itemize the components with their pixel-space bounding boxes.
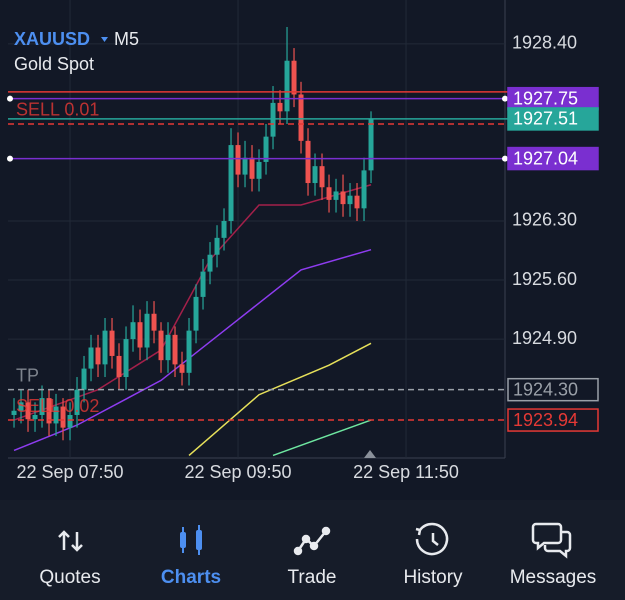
candle-body	[249, 157, 255, 179]
y-tick-label: 1926.30	[512, 210, 577, 230]
candle-body	[347, 195, 353, 205]
nav-label[interactable]: Charts	[161, 567, 221, 588]
price-tag-label: 1924.30	[513, 379, 578, 399]
nav-label[interactable]: Trade	[288, 567, 337, 588]
candle-body	[95, 347, 101, 365]
candle-body	[123, 339, 129, 378]
y-tick-label: 1924.90	[512, 328, 577, 348]
candle-body	[165, 334, 171, 361]
y-tick-label: 1928.40	[512, 33, 577, 53]
price-tag-label: 1927.51	[513, 109, 578, 129]
x-tick-label: 22 Sep 11:50	[353, 462, 459, 482]
candle-body	[368, 118, 374, 171]
level-handle[interactable]	[502, 95, 508, 102]
moving-average	[188, 342, 372, 457]
candle-body	[228, 145, 234, 221]
order-label: SELL 0.02	[16, 396, 99, 416]
candle-body	[137, 322, 143, 348]
price-tag	[507, 408, 599, 432]
price-tag-label: 1927.04	[513, 148, 578, 168]
candle-body	[242, 157, 248, 175]
candle-body	[312, 166, 318, 184]
nav-label[interactable]: History	[403, 567, 463, 588]
candle-body	[151, 313, 157, 331]
order-label: TP	[16, 365, 39, 385]
symbol[interactable]: XAUUSD	[14, 29, 90, 49]
candle-body	[25, 402, 31, 420]
candle-body	[326, 187, 332, 200]
candle-body	[277, 102, 283, 112]
candle-body	[60, 406, 66, 428]
quotes-icon[interactable]	[58, 530, 83, 552]
history-icon[interactable]	[415, 522, 449, 556]
candle-body	[333, 191, 339, 200]
description: Gold Spot	[14, 54, 94, 74]
candle-body	[354, 195, 360, 209]
dropdown-icon[interactable]	[101, 37, 108, 42]
candle-body	[263, 136, 269, 162]
candle-body	[144, 313, 150, 348]
candle-body	[74, 389, 80, 415]
candle-body	[361, 170, 367, 209]
candle-body	[88, 347, 94, 369]
candle-body	[102, 330, 108, 365]
nav-bg	[0, 500, 625, 600]
timeframe[interactable]: M5	[114, 29, 139, 49]
messages-icon[interactable]	[531, 522, 572, 559]
candle-body	[116, 355, 122, 378]
level-handle[interactable]	[7, 95, 13, 102]
candle-body	[319, 166, 325, 188]
level-handle[interactable]	[7, 155, 13, 162]
candle-body	[11, 410, 17, 415]
candle-body	[256, 161, 262, 179]
level-handle[interactable]	[502, 155, 508, 162]
candle-body	[305, 140, 311, 184]
candle-body	[81, 368, 87, 390]
candle-body	[193, 296, 199, 331]
candle-body	[207, 254, 213, 272]
candle-body	[200, 271, 206, 297]
price-tag-label: 1927.75	[513, 88, 578, 108]
price-tag	[507, 107, 599, 131]
nav-label[interactable]: Messages	[510, 567, 597, 588]
candle-body	[179, 364, 185, 373]
order-label: SELL 0.01	[16, 100, 99, 120]
x-tick-label: 22 Sep 07:50	[16, 462, 123, 482]
moving-average	[272, 419, 372, 457]
candle-body	[109, 330, 115, 356]
candle-body	[18, 402, 24, 411]
candle-body	[46, 398, 52, 424]
candle-body	[221, 220, 227, 238]
x-tick-label: 22 Sep 09:50	[184, 462, 291, 482]
candle-body	[39, 398, 45, 415]
candle-body	[235, 145, 241, 175]
time-marker	[364, 450, 376, 458]
candle-body	[32, 414, 38, 420]
candle-body	[298, 94, 304, 141]
candle-body	[340, 191, 346, 205]
price-tag	[507, 377, 599, 402]
nav-label[interactable]: Quotes	[39, 567, 100, 588]
candle-body	[172, 334, 178, 365]
candle-body	[284, 60, 290, 112]
charts-icon[interactable]	[180, 525, 202, 555]
candle-body	[186, 330, 192, 373]
y-tick-label: 1925.60	[512, 269, 577, 289]
candle-body	[130, 322, 136, 340]
candle-body	[67, 414, 73, 428]
candle-body	[214, 237, 220, 255]
price-tag	[507, 146, 599, 171]
candle-body	[53, 406, 59, 424]
candle-body	[158, 330, 164, 361]
candle-body	[291, 60, 297, 95]
moving-average	[13, 248, 372, 452]
trade-icon[interactable]	[293, 526, 331, 556]
candle-body	[270, 102, 276, 137]
price-tag-label: 1923.94	[513, 410, 578, 430]
